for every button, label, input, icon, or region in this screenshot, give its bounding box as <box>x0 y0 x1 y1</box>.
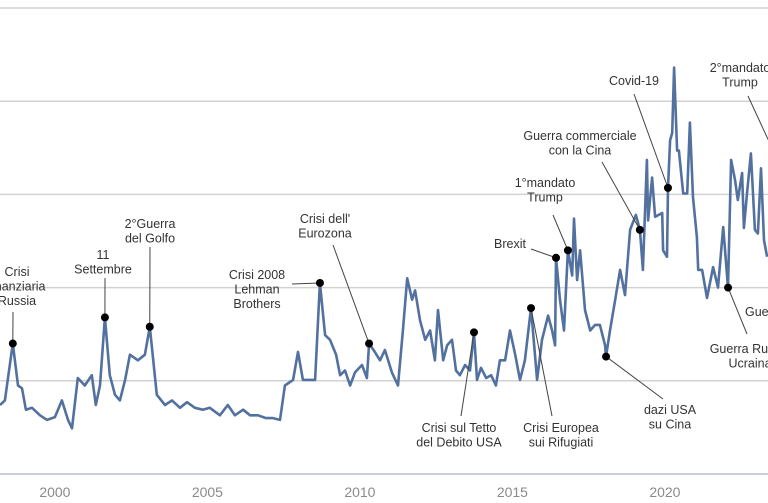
annotation-label-line: 11 <box>97 248 110 262</box>
series-line <box>0 66 768 430</box>
annotation-label-line: Settembre <box>74 263 132 277</box>
annotation-label-line: Gue <box>745 305 768 319</box>
annotation-label: CrisifinanziariaRussia <box>0 265 46 308</box>
annotation-label-line: 2°Guerra <box>125 217 176 231</box>
annotation-label: Crisi 2008 Lehman Brothers <box>229 268 285 311</box>
annotation-label-line: del Debito USA <box>416 436 502 450</box>
annotation-label-line: Crisi <box>5 265 30 279</box>
annotation-dot <box>527 304 536 313</box>
gridlines <box>0 7 768 475</box>
annotation-label-line: Eurozona <box>298 227 352 241</box>
annotation-label: dazi USA su Cina <box>644 403 697 432</box>
annotation-dot <box>724 283 733 292</box>
annotation-dot <box>100 313 109 322</box>
annotation-label-line: Lehman <box>234 283 279 297</box>
annotation-label-line: Ucraina <box>728 357 768 371</box>
annotation: Guerra commerciale con la Cina <box>523 129 644 234</box>
x-tick-label: 2020 <box>649 484 680 500</box>
annotation: Guerra RussiaUcraina <box>710 283 768 371</box>
annotation-label: Brexit <box>494 237 526 251</box>
x-tick-label: 2010 <box>344 484 375 500</box>
annotation-label-line: Covid-19 <box>609 74 659 88</box>
annotation-dot <box>563 246 572 255</box>
annotation-leader-line <box>633 93 669 189</box>
annotation-label-line: Brothers <box>233 297 280 311</box>
annotation: 2°Guerra del Golfo <box>125 217 176 331</box>
annotation-label: Crisi dell' Eurozona <box>298 212 352 241</box>
annotation-label: Gue <box>745 305 768 319</box>
annotation-leader-line <box>332 244 370 344</box>
annotation: 1°mandato Trump <box>515 176 576 255</box>
annotation-label-line: Guerra commerciale <box>523 129 636 143</box>
annotation-label-line: sui Rifugiati <box>529 436 594 450</box>
x-tick-label: 2015 <box>497 484 528 500</box>
annotation-label: 2°Guerra del Golfo <box>125 217 176 246</box>
series <box>0 66 768 430</box>
x-tick-label: 2000 <box>39 484 70 500</box>
x-axis: 2000 2005 2010 2015 2020 <box>39 484 680 500</box>
annotation: Gue <box>745 305 768 319</box>
annotation-label-line: Brexit <box>494 237 526 251</box>
annotation-label: Covid-19 <box>609 74 659 88</box>
annotation-label-line: finanziaria <box>0 280 46 294</box>
annotation-label: Guerra commerciale con la Cina <box>523 129 636 158</box>
annotation-label-line: 2°mandato <box>710 61 768 75</box>
annotation-leader-line <box>530 248 557 259</box>
annotation-label-line: Trump <box>527 191 563 205</box>
annotation: Covid-19 <box>609 74 672 192</box>
annotation-dot <box>8 339 17 348</box>
annotation-label: Guerra RussiaUcraina <box>710 342 768 371</box>
annotation-leader-line <box>727 287 748 335</box>
annotation-label: Crisi sul Tetto del Debito USA <box>416 421 502 450</box>
annotation-dot <box>365 339 374 348</box>
annotation-leader-line <box>747 95 768 141</box>
annotation-label-line: Crisi sul Tetto <box>422 421 497 435</box>
annotation-dot <box>663 183 672 192</box>
annotation: 11 Settembre <box>74 248 132 322</box>
annotation: Crisi sul Tetto del Debito USA <box>416 328 502 450</box>
annotation-label-line: dazi USA <box>644 403 697 417</box>
annotation-label: Crisi Europea sui Rifugiati <box>523 421 599 450</box>
annotation: Brexit <box>494 237 561 262</box>
annotation: Crisi Europea sui Rifugiati <box>523 304 599 450</box>
annotation-label-line: su Cina <box>649 418 691 432</box>
annotation-dot <box>552 253 561 262</box>
annotation-label-line: Trump <box>722 76 758 90</box>
annotation-label: 11 Settembre <box>74 248 132 277</box>
annotation-label-line: Crisi Europea <box>523 421 599 435</box>
annotation-dot <box>315 278 324 287</box>
annotation-leader-line <box>291 282 320 285</box>
annotation: 2°mandato Trump <box>710 61 768 141</box>
annotation-label-line: Russia <box>0 294 36 308</box>
annotation-leader-line <box>460 332 475 417</box>
annotation-label-line: Crisi dell' <box>300 212 350 226</box>
annotation-label-line: Guerra Russia <box>710 342 768 356</box>
annotation-leader-line <box>552 214 569 251</box>
annotation: Crisi dell' Eurozona <box>298 212 374 348</box>
annotation-label: 2°mandato Trump <box>710 61 768 90</box>
annotation-dot <box>469 328 478 337</box>
annotation-leader-line <box>601 161 641 231</box>
x-tick-label: 2005 <box>192 484 223 500</box>
annotation-label: 1°mandato Trump <box>515 176 576 205</box>
annotation-dot <box>635 225 644 234</box>
annotation: dazi USA su Cina <box>602 352 697 432</box>
annotation: Crisi 2008 Lehman Brothers <box>229 268 324 311</box>
annotations: CrisifinanziariaRussia11Settembre2°Guerr… <box>0 61 768 450</box>
annotation-leader-line <box>530 308 553 417</box>
annotation-label-line: con la Cina <box>549 144 612 158</box>
annotation-label-line: 1°mandato <box>515 176 576 190</box>
annotation: CrisifinanziariaRussia <box>0 265 46 348</box>
annotation-label-line: Crisi 2008 <box>229 268 285 282</box>
annotation-dot <box>145 322 154 331</box>
annotation-leader-line <box>605 356 664 400</box>
annotation-dot <box>602 352 611 361</box>
annotation-label-line: del Golfo <box>125 232 175 246</box>
